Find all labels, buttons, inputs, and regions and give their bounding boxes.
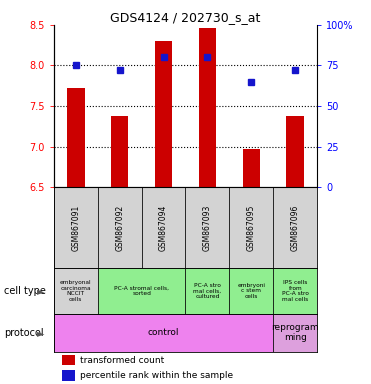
Text: ►: ► [37,328,45,338]
Bar [98,187,142,268]
Text: control: control [148,328,179,337]
Title: GDS4124 / 202730_s_at: GDS4124 / 202730_s_at [110,11,261,24]
Text: GSM867096: GSM867096 [291,204,300,251]
Bar [273,314,317,352]
Text: transformed count: transformed count [80,356,164,364]
Text: protocol: protocol [4,328,43,338]
Text: reprogram
ming: reprogram ming [272,323,319,342]
Bar [142,187,186,268]
Bar [111,116,128,187]
Bar [198,28,216,187]
Bar [229,187,273,268]
Bar [273,268,317,314]
Text: GSM867095: GSM867095 [247,204,256,251]
Bar [273,187,317,268]
Bar [54,268,98,314]
Bar [62,370,75,381]
Bar [155,41,172,187]
Text: cell type: cell type [4,286,46,296]
Text: embryoni
c stem
cells: embryoni c stem cells [237,283,265,299]
Text: PC-A stro
mal cells,
cultured: PC-A stro mal cells, cultured [193,283,221,299]
Text: percentile rank within the sample: percentile rank within the sample [80,371,233,380]
Bar [67,88,85,187]
Text: GSM867091: GSM867091 [71,204,80,251]
Bar [186,268,229,314]
Bar [243,149,260,187]
Text: GSM867092: GSM867092 [115,204,124,251]
Text: ►: ► [37,286,45,296]
Bar [229,268,273,314]
Bar [98,268,186,314]
Text: IPS cells
from
PC-A stro
mal cells: IPS cells from PC-A stro mal cells [282,280,309,301]
Text: GSM867093: GSM867093 [203,204,212,251]
Bar [62,355,75,365]
Text: PC-A stromal cells,
sorted: PC-A stromal cells, sorted [114,286,169,296]
Text: embryonal
carcinoma
NCCIT
cells: embryonal carcinoma NCCIT cells [60,280,92,301]
Bar [186,187,229,268]
Text: GSM867094: GSM867094 [159,204,168,251]
Bar [54,187,98,268]
Bar [286,116,304,187]
Bar [54,314,273,352]
